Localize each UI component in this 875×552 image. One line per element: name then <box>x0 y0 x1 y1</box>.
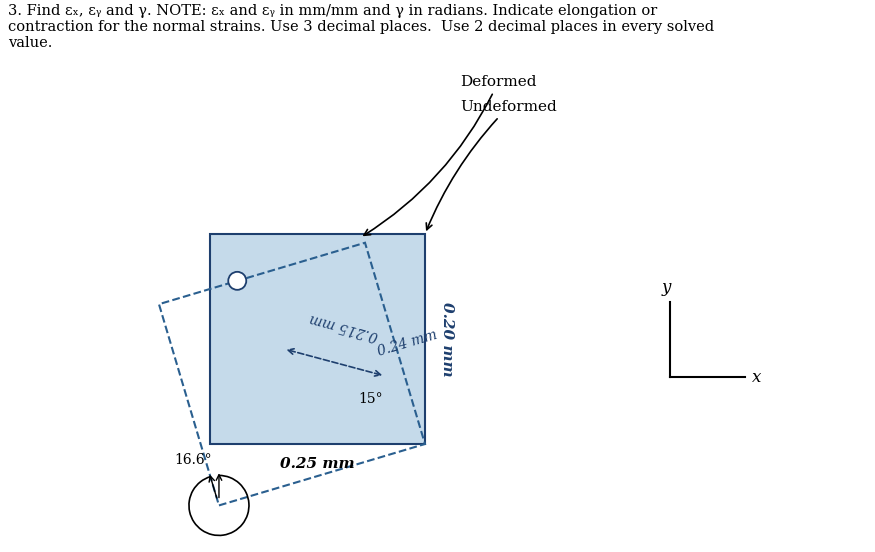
Text: Undeformed: Undeformed <box>426 100 556 230</box>
Text: 16.6°: 16.6° <box>174 453 212 468</box>
Text: 0.20 mm: 0.20 mm <box>440 302 454 376</box>
Text: 3. Find εₓ, εᵧ and γ. NOTE: εₓ and εᵧ in mm/mm and γ in radians. Indicate elonga: 3. Find εₓ, εᵧ and γ. NOTE: εₓ and εᵧ in… <box>8 4 657 18</box>
Text: 0.215 mm: 0.215 mm <box>308 311 379 343</box>
Text: y: y <box>662 279 671 296</box>
Text: value.: value. <box>8 36 52 50</box>
Circle shape <box>228 272 246 290</box>
Text: 0.25 mm: 0.25 mm <box>280 457 355 471</box>
Polygon shape <box>210 234 425 444</box>
Text: 0.24 mm: 0.24 mm <box>375 328 438 359</box>
Text: Deformed: Deformed <box>364 75 536 235</box>
Text: x: x <box>752 369 761 385</box>
Text: 15°: 15° <box>359 392 383 406</box>
Text: contraction for the normal strains. Use 3 decimal places.  Use 2 decimal places : contraction for the normal strains. Use … <box>8 20 714 34</box>
